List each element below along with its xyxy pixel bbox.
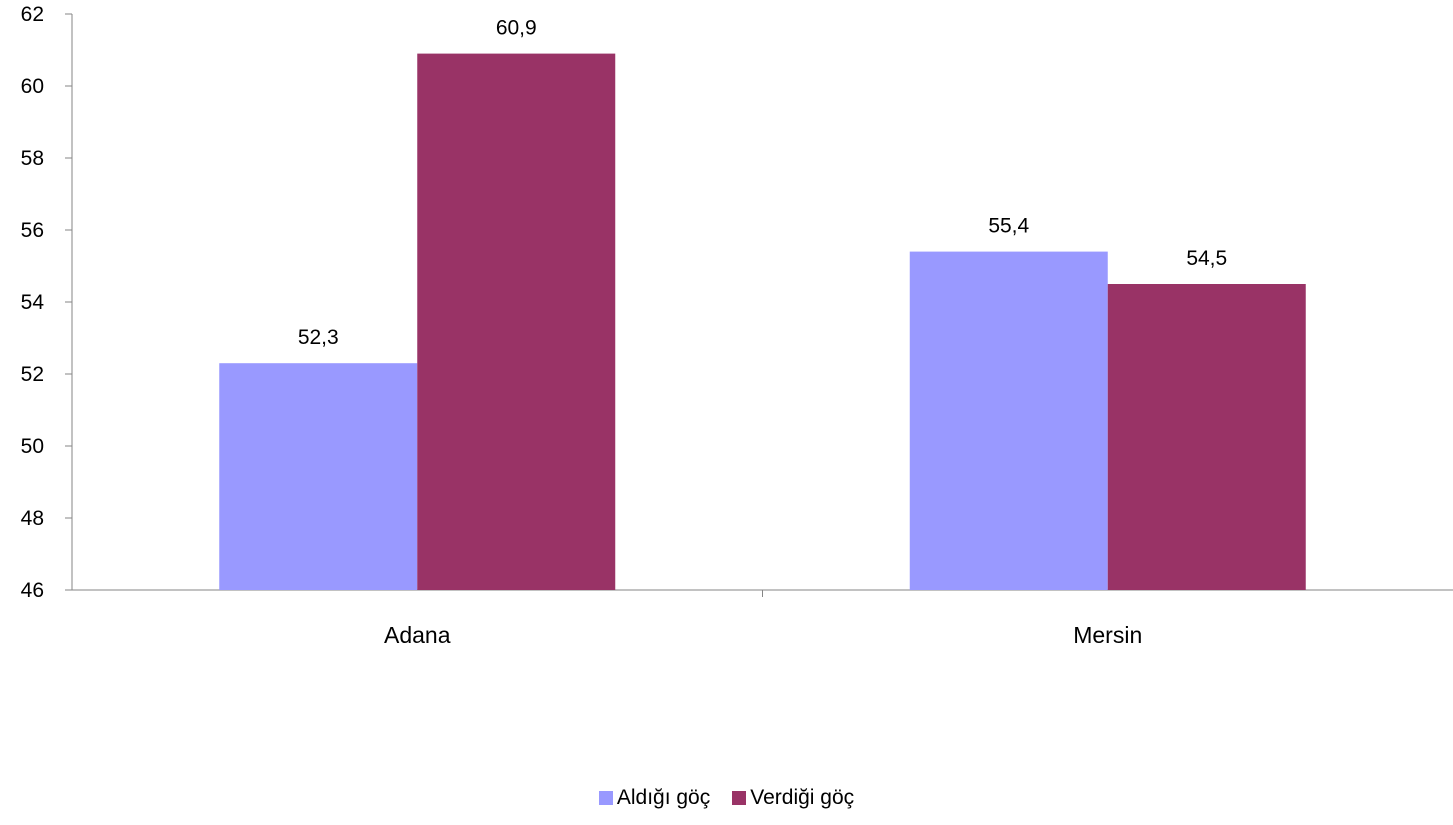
y-tick-label: 48 — [21, 507, 44, 530]
x-tick-label: Adana — [384, 622, 451, 648]
bars — [219, 53, 1306, 591]
axes: 46 48 50 52 54 56 58 60 62 Adana Mersin — [21, 3, 1453, 648]
data-label: 55,4 — [988, 215, 1029, 238]
legend-item-series-1: Aldığı göç — [598, 786, 711, 810]
bar — [909, 251, 1108, 590]
y-tick-label: 60 — [21, 75, 44, 98]
legend: Aldığı göç Verdiği göç — [0, 786, 1453, 810]
y-tick-label: 62 — [21, 3, 44, 26]
legend-label-series-1: Aldığı göç — [616, 786, 711, 809]
bar — [417, 53, 616, 591]
y-tick-label: 54 — [21, 291, 45, 314]
data-label: 60,9 — [496, 17, 537, 40]
data-label: 52,3 — [298, 326, 339, 349]
legend-swatch-series-2 — [732, 791, 747, 805]
x-tick-label: Mersin — [1073, 622, 1142, 648]
y-tick-label: 56 — [21, 219, 44, 242]
data-label: 54,5 — [1186, 247, 1227, 270]
y-tick-label: 52 — [21, 363, 44, 386]
bar — [1107, 284, 1306, 590]
y-tick-label: 50 — [21, 435, 44, 458]
y-tick-label: 58 — [21, 147, 44, 170]
legend-item-series-2: Verdiği göç — [732, 786, 854, 810]
legend-label-series-2: Verdiği göç — [750, 786, 855, 809]
legend-swatch-series-1 — [598, 791, 613, 805]
y-tick-label: 46 — [21, 579, 44, 602]
data-labels: 52,3 60,9 55,4 54,5 — [298, 17, 1227, 350]
bar — [219, 363, 418, 590]
